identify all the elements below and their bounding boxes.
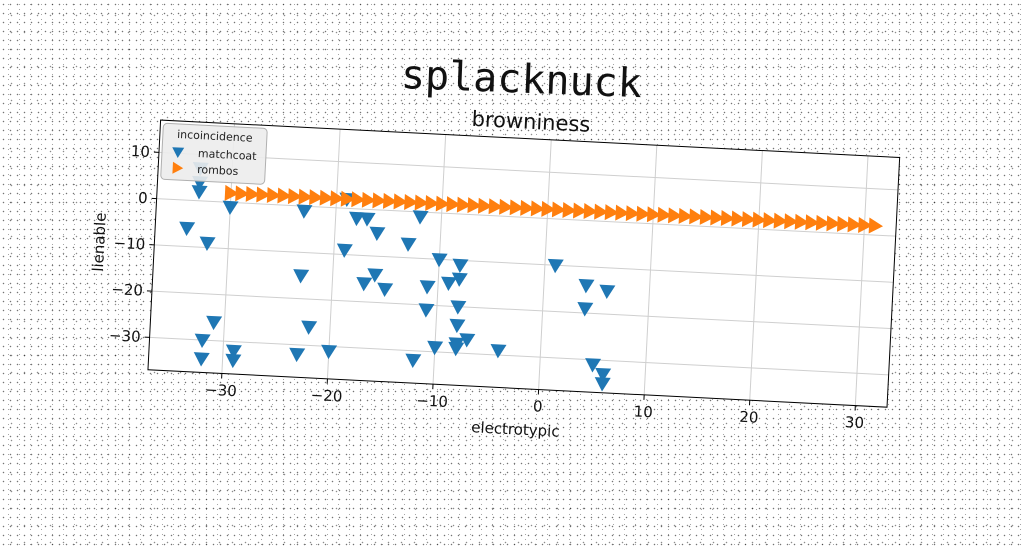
x-tick-label: −20 xyxy=(310,386,343,406)
chart-title: browniness xyxy=(471,107,591,137)
plot-layer: −30 −20 −10 0 10 20 30 10 0 −10 −20 −30 browniness el… xyxy=(82,88,902,457)
x-tick-label: 10 xyxy=(633,402,653,421)
legend-label-rombos: rombos xyxy=(197,163,239,178)
y-tick-label: −20 xyxy=(111,280,144,300)
chart-figure: −30 −20 −10 0 10 20 30 10 0 −10 −20 −30 browniness el… xyxy=(59,76,1024,548)
x-tick-label: −30 xyxy=(205,381,238,401)
x-tick-label: −10 xyxy=(416,391,449,411)
x-tick-label: 0 xyxy=(533,397,543,415)
y-tick-label: 10 xyxy=(130,142,150,161)
x-axis-label: electrotypic xyxy=(471,418,560,440)
y-tick-label: −10 xyxy=(113,234,146,254)
x-tick-label: 30 xyxy=(844,413,864,432)
x-tick-label: 20 xyxy=(739,408,759,427)
y-tick-label: −30 xyxy=(109,326,142,346)
scatter-chart: −30 −20 −10 0 10 20 30 10 0 −10 −20 −30 browniness el… xyxy=(59,76,1024,544)
y-tick-label: 0 xyxy=(138,189,148,207)
y-axis-label: lienable xyxy=(89,212,110,272)
